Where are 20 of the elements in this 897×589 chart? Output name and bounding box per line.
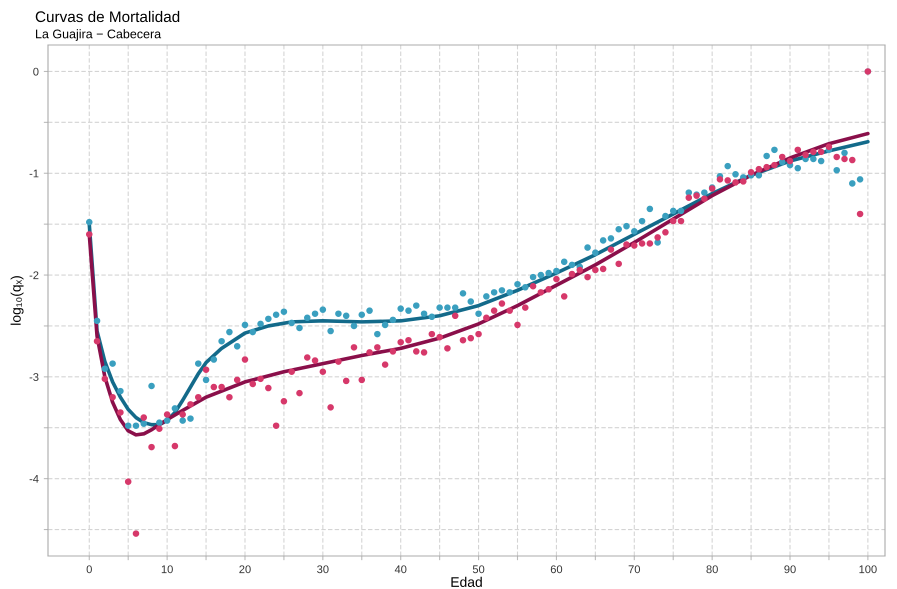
x-tick-label: 10	[162, 565, 173, 574]
x-tick-label: 60	[550, 565, 562, 574]
x-tick-label: 50	[472, 565, 484, 574]
x-tick-label: 40	[394, 565, 406, 574]
x-tick-label: 90	[784, 565, 796, 574]
y-tick-label: -3	[30, 373, 38, 381]
x-tick-label: 80	[706, 565, 718, 574]
y-axis-title: log₁₀(qₓ)	[10, 276, 24, 325]
x-tick-label: 0	[86, 565, 92, 574]
y-tick-label: 0	[33, 68, 39, 76]
x-tick-label: 20	[239, 565, 251, 574]
x-tick-label: 70	[628, 565, 640, 574]
x-axis-title: Edad	[451, 576, 482, 587]
y-tick-label: -1	[30, 170, 38, 178]
x-tick-label: 30	[317, 565, 329, 574]
chart-title: Curvas de Mortalidad	[36, 10, 180, 22]
chart-subtitle: La Guajira − Cabecera	[36, 29, 162, 41]
y-tick-label: -2	[30, 271, 38, 280]
y-tick-label: -4	[30, 475, 39, 483]
x-tick-label: 100	[859, 565, 877, 574]
